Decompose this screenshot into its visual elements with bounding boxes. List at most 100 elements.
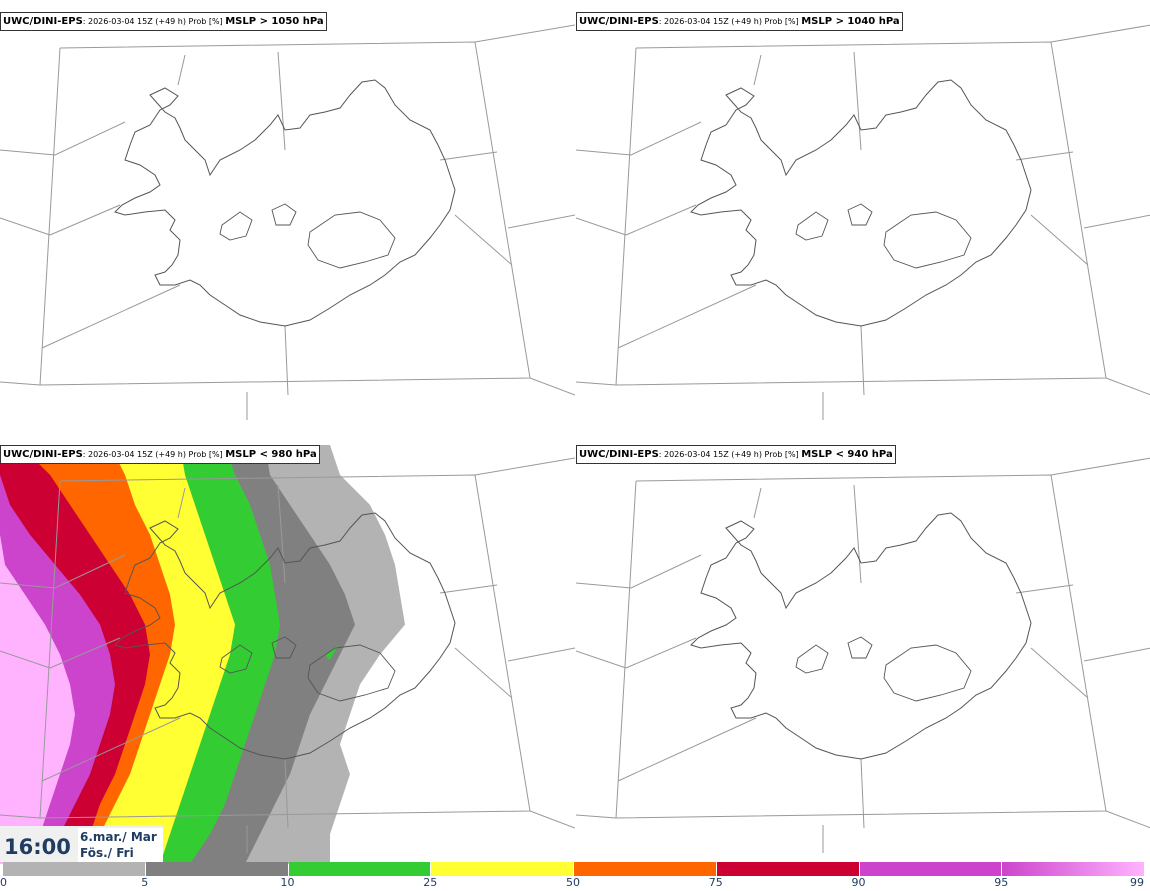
graticule-line	[39, 41, 531, 386]
variable-label: MSLP > 1040 hPa	[801, 16, 900, 27]
graticule-line	[0, 650, 51, 669]
graticule-line	[474, 24, 575, 43]
graticule-line	[529, 810, 575, 829]
variable-label: MSLP > 1050 hPa	[225, 16, 324, 27]
model-name: UWC/DINI-EPS	[579, 449, 659, 460]
colorbar-segment	[288, 862, 431, 876]
colorbar-segment	[574, 862, 716, 876]
graticule-line	[576, 650, 627, 669]
iceland-coastline	[114, 512, 456, 760]
graticule-line	[49, 204, 121, 236]
graticule-line	[615, 47, 637, 386]
graticule-line	[177, 487, 186, 519]
graticule-line	[615, 41, 1107, 386]
graticule-line	[576, 381, 617, 386]
graticule-line	[507, 214, 575, 229]
panel-title: UWC/DINI-EPS: 2026-03-04 15Z (+49 h) Pro…	[0, 12, 327, 31]
run-info: : 2026-03-04 15Z (+49 h) Prob [%]	[658, 17, 802, 26]
valid-time-box: 16:00 6.mar./ Mar Fös./ Fri	[0, 826, 163, 862]
graticule-line	[860, 325, 865, 396]
graticule-line	[1050, 457, 1150, 476]
map-layer	[576, 457, 1150, 853]
colorbar-segment	[859, 862, 1002, 876]
glacier-outline	[307, 644, 396, 702]
probability-band	[325, 645, 338, 660]
graticule-line	[454, 647, 513, 699]
map-panel-mslp-lt-940: UWC/DINI-EPS: 2026-03-04 15Z (+49 h) Pro…	[576, 433, 1150, 864]
iceland-coastline	[114, 79, 456, 327]
graticule-line	[284, 758, 289, 829]
graticule-line	[39, 47, 61, 386]
iceland-coastline	[690, 512, 1032, 760]
glacier-outline	[271, 203, 297, 226]
panel-title: UWC/DINI-EPS: 2026-03-04 15Z (+49 h) Pro…	[576, 12, 903, 31]
graticule-line	[277, 51, 286, 151]
colorbar-segment	[145, 862, 288, 876]
run-info: : 2026-03-04 15Z (+49 h) Prob [%]	[82, 450, 226, 459]
graticule-line	[576, 554, 702, 589]
graticule-line	[753, 54, 762, 86]
map-layer	[0, 24, 575, 420]
graticule-line	[41, 284, 181, 349]
graticule-line	[1105, 377, 1150, 396]
colorbar-tick-label: 50	[566, 876, 580, 889]
iceland-coastline	[690, 79, 1032, 327]
colorbar-tick-label: 90	[851, 876, 866, 889]
glacier-outline	[219, 644, 253, 674]
graticule-line	[1015, 584, 1074, 594]
graticule-line	[439, 584, 498, 594]
graticule-line	[0, 217, 51, 236]
graticule-line	[1083, 647, 1150, 662]
panel-title: UWC/DINI-EPS: 2026-03-04 15Z (+49 h) Pro…	[0, 445, 320, 464]
map-layer	[576, 24, 1150, 420]
colorbar-tick-label: 25	[423, 876, 438, 889]
graticule-line	[0, 121, 126, 156]
graticule-line	[1050, 24, 1150, 43]
graticule-line	[576, 121, 702, 156]
map-panel-mslp-lt-980: UWC/DINI-EPS: 2026-03-04 15Z (+49 h) Pro…	[0, 433, 575, 864]
graticule-line	[1030, 214, 1089, 266]
colorbar-tick-label: 10	[280, 876, 295, 889]
glacier-outline	[883, 644, 972, 702]
model-name: UWC/DINI-EPS	[579, 16, 659, 27]
glacier-outline	[271, 636, 297, 659]
panel-title: UWC/DINI-EPS: 2026-03-04 15Z (+49 h) Pro…	[576, 445, 896, 464]
colorbar-segment	[431, 862, 573, 876]
graticule-line	[625, 204, 697, 236]
graticule-line	[439, 151, 498, 161]
graticule-line	[284, 325, 289, 396]
graticule-line	[0, 381, 41, 386]
graticule-line	[507, 647, 575, 662]
run-info: : 2026-03-04 15Z (+49 h) Prob [%]	[658, 450, 802, 459]
colorbar-segment	[3, 862, 145, 876]
colorbar-tick-label: 75	[708, 876, 723, 889]
graticule-line	[474, 457, 575, 476]
graticule-line	[1015, 151, 1074, 161]
graticule-line	[277, 484, 286, 584]
graticule-line	[41, 717, 181, 782]
colorbar-tick-label: 95	[994, 876, 1009, 889]
map-canvas	[576, 24, 1150, 420]
glacier-outline	[307, 211, 396, 269]
graticule-line	[576, 814, 617, 819]
graticule-line	[1083, 214, 1150, 229]
model-name: UWC/DINI-EPS	[3, 449, 83, 460]
map-canvas	[0, 445, 575, 864]
graticule-line	[454, 214, 513, 266]
colorbar-tick-label: 0	[0, 876, 7, 889]
valid-date-box: 6.mar./ Mar Fös./ Fri	[78, 828, 163, 862]
graticule-line	[0, 814, 41, 819]
run-info: : 2026-03-04 15Z (+49 h) Prob [%]	[82, 17, 226, 26]
graticule-line	[617, 717, 757, 782]
probability-band	[0, 445, 75, 864]
graticule-line	[177, 54, 186, 86]
map-layer	[0, 457, 575, 853]
graticule-line	[853, 51, 862, 151]
glacier-outline	[883, 211, 972, 269]
valid-day: Fös./ Fri	[80, 846, 134, 860]
map-panel-mslp-gt-1050: UWC/DINI-EPS: 2026-03-04 15Z (+49 h) Pro…	[0, 0, 575, 431]
glacier-outline	[847, 636, 873, 659]
graticule-line	[617, 284, 757, 349]
graticule-line	[0, 554, 126, 589]
glacier-outline	[219, 211, 253, 241]
